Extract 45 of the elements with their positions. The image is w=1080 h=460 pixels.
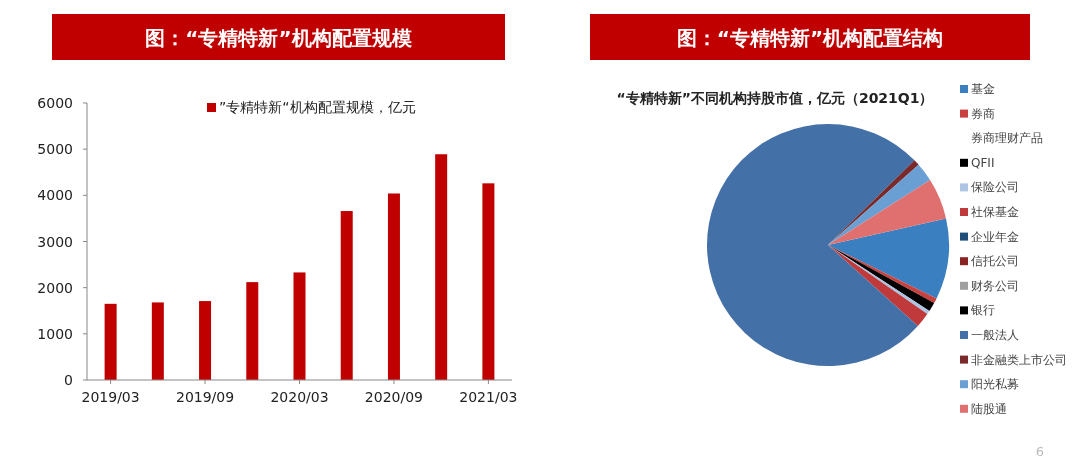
bar [340, 211, 353, 380]
legend-label: 企业年金 [971, 229, 1019, 244]
y-tick-label: 3000 [37, 233, 73, 250]
y-tick-label: 1000 [37, 325, 73, 342]
x-tick-label: 2019/09 [175, 389, 235, 405]
chart-title: 图：“专精特新”机构配置结构 [676, 26, 944, 50]
text: 6 [1035, 444, 1045, 459]
pie-slice [707, 124, 918, 366]
y-tick-label: 4000 [37, 187, 73, 204]
y-tick-label: 2000 [37, 279, 73, 296]
text: “专精特新”不同机构持股市值，亿元（2021Q1） [616, 90, 934, 106]
legend-label: 保险公司 [971, 180, 1019, 195]
y-tick-label: 5000 [37, 141, 73, 158]
chart-title: 图：“专精特新”机构配置规模 [145, 26, 412, 50]
bar [293, 272, 306, 380]
bar [199, 301, 212, 380]
legend-label: 银行 [970, 303, 995, 318]
legend-label: 陆股通 [971, 401, 1007, 416]
bar [104, 303, 117, 380]
y-tick-label: 0 [64, 372, 73, 388]
legend-label: 券商 [971, 106, 995, 121]
legend-label: 财务公司 [971, 278, 1019, 293]
x-tick-label: 2021/03 [459, 389, 518, 405]
bar [482, 183, 495, 380]
legend-label: 社保基金 [971, 205, 1019, 219]
x-tick-label: 2020/03 [270, 389, 329, 405]
pie-slice [828, 218, 949, 299]
legend-label: ”专精特新“机构配置规模，亿元 [219, 99, 416, 115]
pie-slice [828, 164, 931, 245]
legend-label: 信托公司 [971, 254, 1019, 269]
bar [246, 282, 259, 380]
legend-label: 阳光私募 [971, 377, 1019, 392]
legend-label: 非金融类上市公司 [971, 352, 1067, 367]
legend-label: 一般法人 [971, 328, 1019, 342]
x-tick-label: 2020/09 [364, 389, 424, 405]
pie-slice [828, 160, 919, 245]
y-tick-label: 6000 [37, 95, 73, 111]
legend-label: QFII [971, 155, 995, 170]
bar [151, 302, 164, 380]
pie-slice [828, 179, 947, 245]
category-label: 券商理财产品 [971, 131, 1043, 146]
x-tick-label: 2019/03 [81, 389, 140, 405]
bar [387, 193, 400, 380]
legend-label: 基金 [971, 82, 995, 96]
bar [435, 154, 448, 380]
